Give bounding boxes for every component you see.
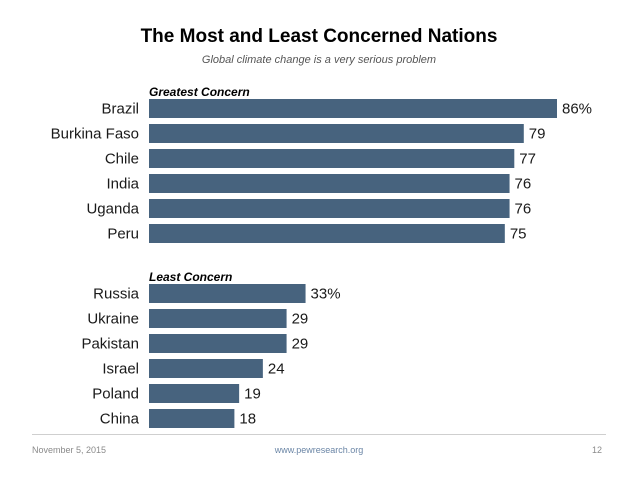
value-label: 29 xyxy=(292,336,309,353)
value-label: 29 xyxy=(292,311,309,328)
category-label: Chile xyxy=(105,151,139,168)
category-label: Russia xyxy=(93,286,140,303)
value-label: 24 xyxy=(268,361,285,378)
bar-israel xyxy=(149,359,263,378)
bar-india xyxy=(149,174,510,193)
bar-uganda xyxy=(149,199,510,218)
chart-subtitle: Global climate change is a very serious … xyxy=(201,54,437,66)
value-label: 86% xyxy=(562,101,592,118)
footer-divider xyxy=(32,434,606,435)
category-label: Pakistan xyxy=(81,336,139,353)
category-label: Ukraine xyxy=(87,311,139,328)
chart-title: The Most and Least Concerned Nations xyxy=(140,26,498,47)
panel-title: Greatest Concern xyxy=(149,85,250,99)
bar-pakistan xyxy=(149,334,287,353)
category-label: China xyxy=(100,411,140,428)
value-label: 79 xyxy=(529,126,546,143)
category-label: Poland xyxy=(92,386,139,403)
value-label: 75 xyxy=(510,226,527,243)
chart-panel-least-concern: Least Concern Russia 33% Ukraine 29 Pakistan 2… xyxy=(81,270,341,428)
page-number: 12 xyxy=(591,445,602,455)
category-label: Israel xyxy=(102,361,139,378)
bar-russia xyxy=(149,284,306,303)
bar-ukraine xyxy=(149,309,287,328)
category-label: India xyxy=(106,176,139,193)
value-label: 33% xyxy=(311,286,341,303)
panel-title: Least Concern xyxy=(149,270,232,284)
footer-date: November 5, 2015 xyxy=(32,445,107,455)
value-label: 76 xyxy=(515,176,532,193)
bar-chile xyxy=(149,149,515,168)
category-label: Burkina Faso xyxy=(51,126,139,143)
value-label: 77 xyxy=(519,151,536,168)
bar-brazil xyxy=(149,99,557,118)
value-label: 18 xyxy=(239,411,256,428)
category-label: Brazil xyxy=(101,101,139,118)
category-label: Uganda xyxy=(86,201,139,218)
value-label: 19 xyxy=(244,386,261,403)
category-label: Peru xyxy=(107,226,139,243)
bar-chart: Greatest Concern Brazil 86% Burkina Faso 79 C… xyxy=(51,85,592,428)
value-label: 76 xyxy=(515,201,532,218)
bar-burkina-faso xyxy=(149,124,524,143)
bar-peru xyxy=(149,224,505,243)
bar-china xyxy=(149,409,235,428)
chart-panel-greatest-concern: Greatest Concern Brazil 86% Burkina Faso 79 C… xyxy=(51,85,592,243)
bar-poland xyxy=(149,384,240,403)
footer-url[interactable]: www.pewresearch.org xyxy=(274,445,364,455)
